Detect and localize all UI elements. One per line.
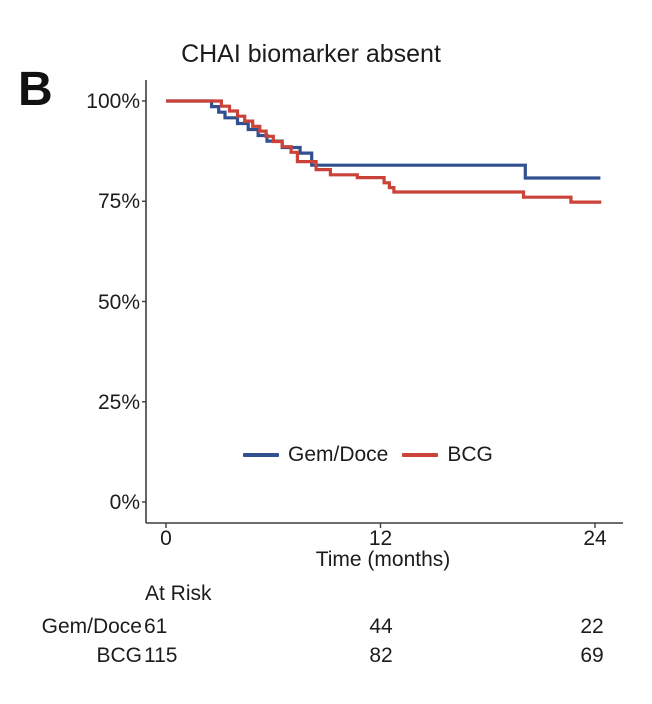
survival-curve-gem-doce — [166, 99, 601, 180]
survival-curve-bcg — [166, 99, 602, 204]
at-risk-header: At Risk — [145, 582, 212, 605]
at-risk-count: 44 — [369, 615, 393, 638]
panel-label: B — [18, 63, 53, 116]
legend-item-bcg: BCG — [402, 443, 493, 467]
at-risk-label: BCG — [96, 644, 142, 667]
y-tick-label: 25% — [97, 390, 140, 414]
chart-title: CHAI biomarker absent — [181, 40, 441, 68]
y-tick-label: 0% — [109, 491, 140, 514]
legend-item-gem-doce: Gem/Doce — [243, 443, 388, 467]
x-tick-label: 24 — [583, 527, 607, 550]
legend-label-bcg: BCG — [447, 443, 493, 466]
legend: Gem/Doce BCG — [243, 443, 493, 467]
at-risk-count: 69 — [580, 644, 604, 667]
x-tick-label: 0 — [160, 527, 172, 550]
at-risk-count: 22 — [580, 615, 604, 638]
y-tick-label: 100% — [86, 90, 140, 113]
gem-doce-line-swatch — [243, 453, 279, 457]
at-risk-count: 61 — [144, 615, 168, 638]
y-tick-label: 75% — [97, 190, 140, 214]
at-risk-count: 115 — [144, 644, 178, 667]
at-risk-count: 82 — [369, 644, 393, 667]
x-axis-title: Time (months) — [315, 548, 451, 571]
bcg-line-swatch — [402, 453, 439, 457]
at-risk-label: Gem/Doce — [41, 615, 142, 638]
legend-label-gem-doce: Gem/Doce — [288, 443, 389, 466]
y-tick-label: 50% — [97, 290, 140, 314]
x-tick-label: 12 — [368, 527, 393, 550]
